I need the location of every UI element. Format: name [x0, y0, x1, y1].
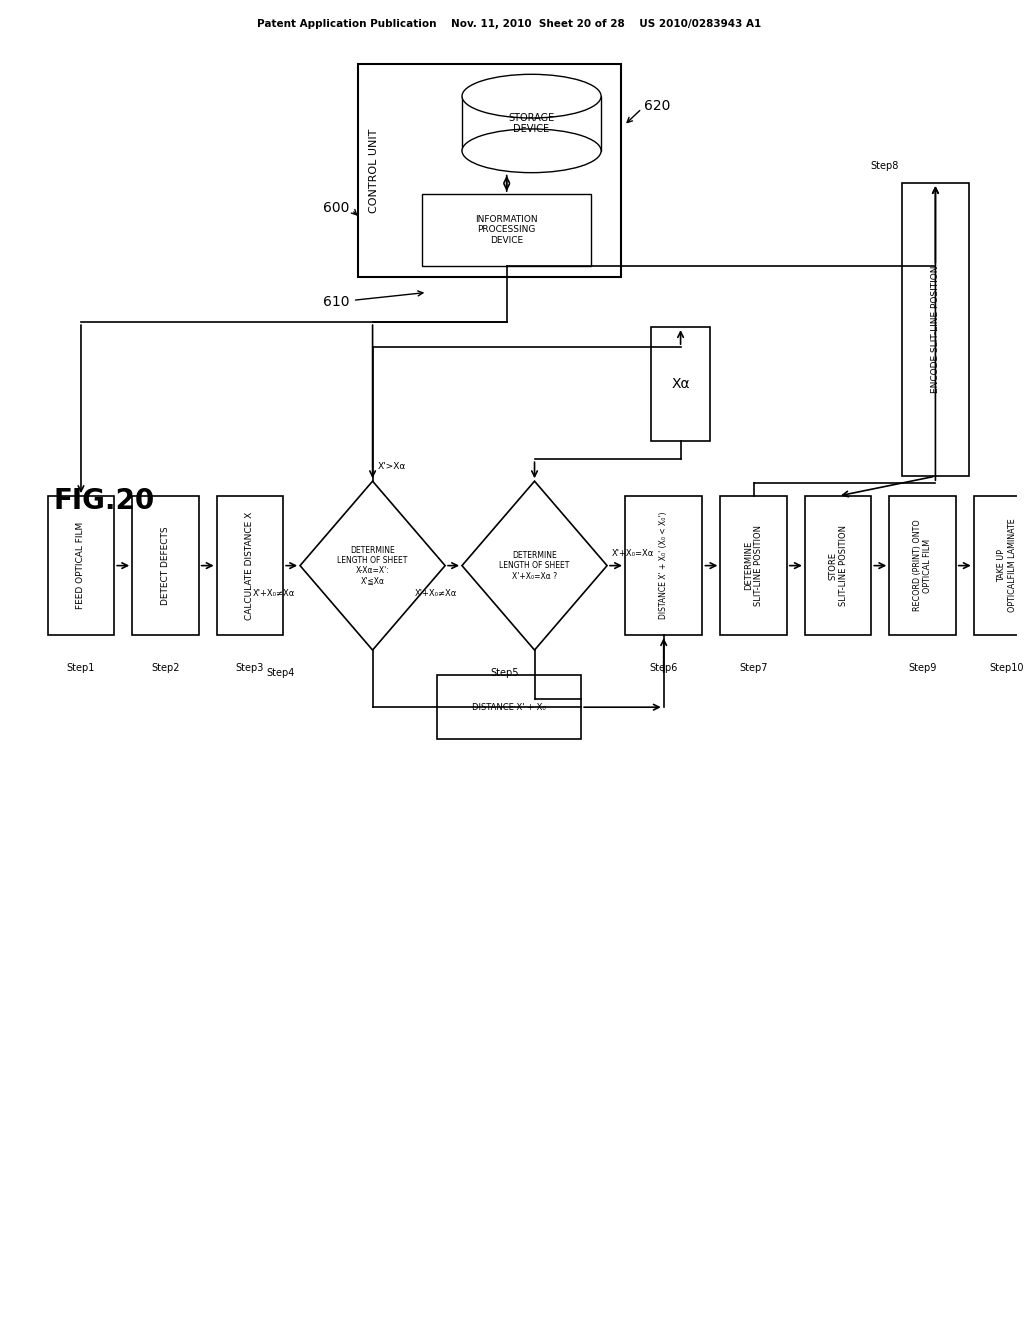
FancyBboxPatch shape	[357, 63, 621, 277]
Text: Step7: Step7	[739, 663, 768, 673]
Text: STORAGE
DEVICE: STORAGE DEVICE	[509, 112, 555, 135]
FancyBboxPatch shape	[422, 194, 591, 265]
Polygon shape	[462, 482, 607, 649]
Text: DISTANCE X' + X₀: DISTANCE X' + X₀	[472, 702, 546, 711]
Text: Step3: Step3	[236, 663, 264, 673]
Text: 620: 620	[644, 99, 670, 112]
Text: CALCULATE DISTANCE X: CALCULATE DISTANCE X	[246, 511, 254, 619]
Text: DETERMINE
LENGTH OF SHEET
X'+X₀=Xα ?: DETERMINE LENGTH OF SHEET X'+X₀=Xα ?	[500, 550, 569, 581]
Text: 610: 610	[324, 296, 350, 309]
Text: Xα: Xα	[672, 378, 690, 391]
Text: X'>Xα: X'>Xα	[378, 462, 406, 471]
FancyBboxPatch shape	[974, 496, 1024, 635]
Text: Step9: Step9	[908, 663, 937, 673]
Text: TAKE UP
OPTICALFILM LAMINATE: TAKE UP OPTICALFILM LAMINATE	[997, 519, 1017, 612]
Text: INFORMATION
PROCESSING
DEVICE: INFORMATION PROCESSING DEVICE	[475, 215, 538, 244]
Text: Step5: Step5	[490, 668, 519, 678]
FancyBboxPatch shape	[437, 675, 582, 739]
Text: DETERMINE
SLIT-LINE POSITION: DETERMINE SLIT-LINE POSITION	[743, 525, 763, 606]
FancyBboxPatch shape	[462, 96, 601, 150]
Text: RECORD (PRINT) ONTO
OPTICAL FILM: RECORD (PRINT) ONTO OPTICAL FILM	[912, 520, 932, 611]
Text: DETECT DEFECTS: DETECT DEFECTS	[161, 527, 170, 605]
Text: X'+X₀≠Xα: X'+X₀≠Xα	[253, 589, 295, 598]
Ellipse shape	[462, 74, 601, 117]
Text: X'+X₀=Xα: X'+X₀=Xα	[612, 549, 654, 558]
FancyBboxPatch shape	[902, 183, 969, 477]
Text: Step6: Step6	[649, 663, 678, 673]
Text: DISTANCE X' + X₀' (X₀ < X₀'): DISTANCE X' + X₀' (X₀ < X₀')	[659, 512, 669, 619]
Text: ENCODE SLIT-LINE POSITION: ENCODE SLIT-LINE POSITION	[931, 265, 940, 393]
Text: Patent Application Publication    Nov. 11, 2010  Sheet 20 of 28    US 2010/02839: Patent Application Publication Nov. 11, …	[257, 20, 761, 29]
Text: STORE
SLIT-LINE POSITION: STORE SLIT-LINE POSITION	[828, 525, 848, 606]
Text: Step10: Step10	[990, 663, 1024, 673]
Text: Step1: Step1	[67, 663, 95, 673]
Text: Step2: Step2	[152, 663, 179, 673]
Text: X'+X₀≠Xα: X'+X₀≠Xα	[415, 589, 457, 598]
FancyBboxPatch shape	[625, 496, 702, 635]
FancyBboxPatch shape	[651, 327, 711, 441]
Text: DETERMINE
LENGTH OF SHEET
X-Xα=X':
X'≦Xα: DETERMINE LENGTH OF SHEET X-Xα=X': X'≦Xα	[337, 545, 408, 586]
FancyBboxPatch shape	[217, 496, 284, 635]
Text: Step8: Step8	[870, 161, 899, 172]
Text: FEED OPTICAL FILM: FEED OPTICAL FILM	[77, 521, 85, 610]
Polygon shape	[300, 482, 445, 649]
Ellipse shape	[462, 129, 601, 173]
FancyBboxPatch shape	[720, 496, 786, 635]
FancyBboxPatch shape	[805, 496, 871, 635]
Text: CONTROL UNIT: CONTROL UNIT	[369, 128, 379, 213]
Text: 600: 600	[324, 201, 350, 215]
Text: Step4: Step4	[266, 668, 295, 678]
FancyBboxPatch shape	[132, 496, 199, 635]
FancyBboxPatch shape	[48, 496, 115, 635]
Text: FIG.20: FIG.20	[53, 487, 155, 515]
FancyBboxPatch shape	[889, 496, 955, 635]
